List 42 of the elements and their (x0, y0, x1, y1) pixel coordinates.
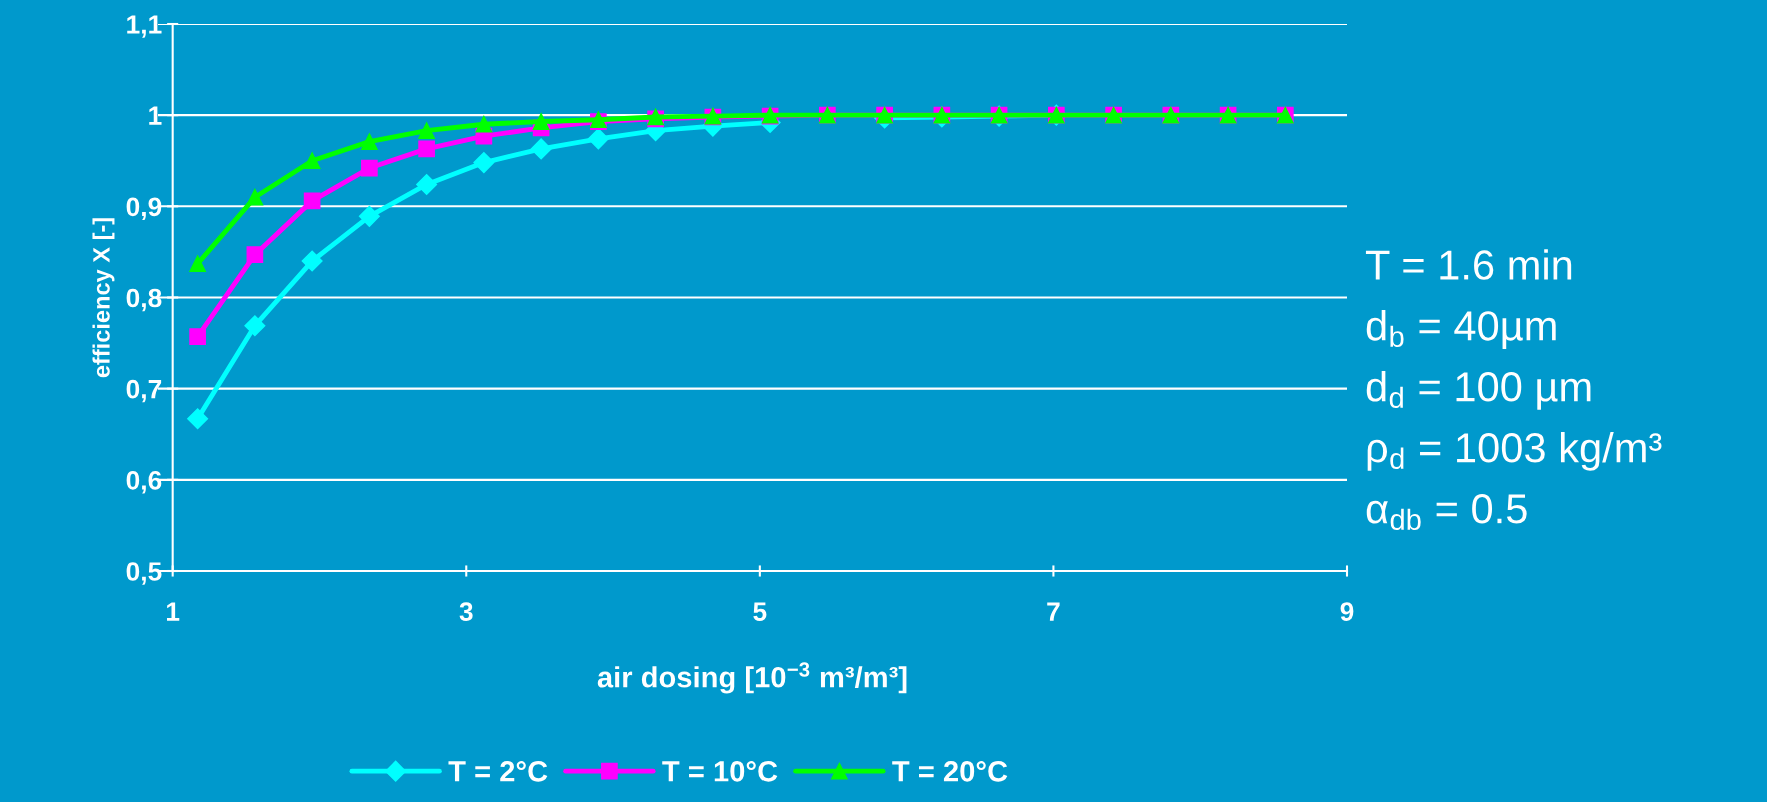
y-axis-title: efficiency X [-] (92, 218, 115, 378)
text: α$_{db}$ = 0.5 (1366, 494, 1527, 531)
point (361, 159, 378, 177)
point (187, 408, 209, 430)
point (301, 250, 323, 272)
x-tick-label: 5 (753, 602, 767, 621)
y-tick-label: 0,7 (126, 379, 162, 403)
point (530, 138, 552, 160)
point (361, 133, 378, 150)
y-tick-label: 1,1 (127, 15, 162, 38)
text: d$_{b}$ = 40µm (1366, 310, 1556, 349)
x-tick-label: 7 (1047, 602, 1060, 621)
point (532, 113, 550, 130)
point (473, 152, 495, 174)
x-tick-label: 9 (1340, 602, 1354, 621)
y-tick-label: 1 (149, 106, 162, 125)
point (587, 128, 609, 150)
point (475, 115, 493, 133)
point (418, 140, 435, 158)
point (246, 246, 264, 263)
point (303, 192, 321, 210)
point (418, 122, 435, 139)
legend-label: T = 10°C (662, 761, 778, 782)
point (416, 173, 438, 195)
legend-label: T = 20°C (892, 761, 1008, 782)
y-tick-label: 0,9 (126, 197, 162, 220)
text: d$_{d}$ = 100 µm (1366, 370, 1591, 410)
point (358, 205, 380, 227)
text: ρ$_{d}$ = 1003 kg/m³ (1367, 431, 1662, 471)
x-tick-label: 3 (459, 602, 473, 621)
legend-label: T = 2°C (448, 761, 548, 782)
y-tick-label: 0,5 (126, 562, 162, 585)
x-axis-title: air dosing [10$^{−3}$ m³/m³] (597, 662, 907, 694)
y-tick-label: 0,8 (126, 288, 162, 312)
point (189, 255, 206, 273)
x-tick-label: 1 (167, 602, 180, 621)
point (246, 188, 264, 206)
y-tick-label: 0,6 (126, 470, 162, 494)
text: T = 1.6 min (1365, 249, 1572, 280)
point (189, 328, 206, 346)
point (244, 315, 266, 337)
point (303, 152, 321, 170)
